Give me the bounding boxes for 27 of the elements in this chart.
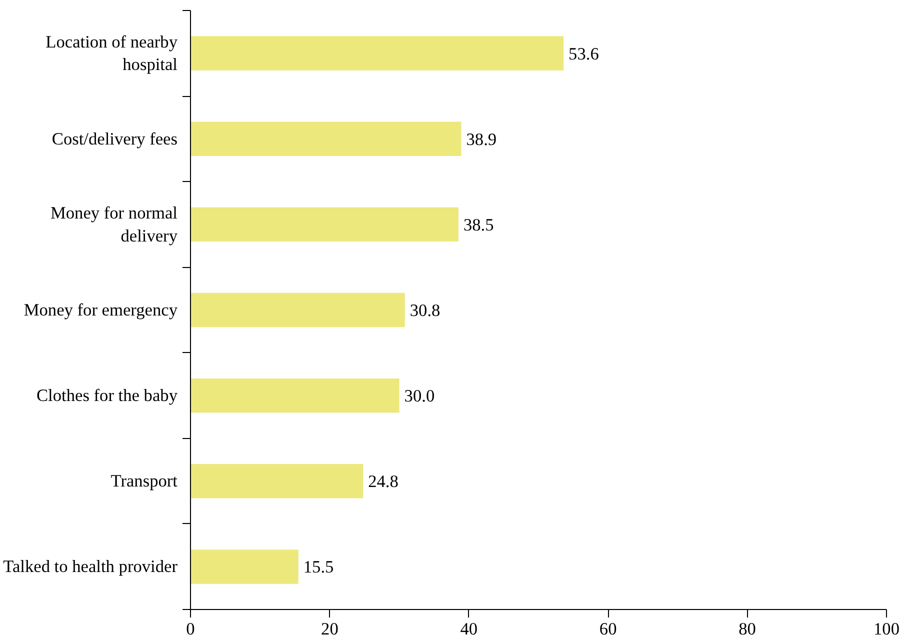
bar — [190, 207, 458, 242]
bar — [190, 292, 405, 328]
data-label: 53.6 — [568, 44, 600, 64]
bar — [190, 378, 400, 413]
x-tick-label: 60 — [599, 620, 617, 637]
data-label: 38.9 — [466, 130, 497, 149]
data-label: 24.8 — [368, 472, 398, 492]
y-tick-label: Money for normal delivery — [50, 204, 178, 246]
x-tick-label: 40 — [460, 620, 478, 637]
y-tick-label: Location of nearby hospital — [46, 32, 178, 74]
y-tick-label: Clothes for the baby — [36, 386, 178, 406]
x-tick-label: 0 — [186, 620, 195, 637]
bar — [190, 36, 564, 70]
data-label: 15.5 — [303, 558, 334, 577]
bar — [190, 122, 462, 156]
y-tick-label: Talked to health provider — [3, 557, 178, 576]
y-tick-label: Cost/delivery fees — [52, 129, 178, 148]
bar — [190, 550, 298, 584]
y-tick-label: Money for emergency — [24, 300, 178, 320]
bar — [190, 464, 364, 498]
data-label: 30.8 — [410, 301, 440, 320]
data-label: 30.0 — [404, 386, 435, 406]
data-label: 38.5 — [463, 215, 494, 234]
x-tick-label: 100 — [874, 620, 900, 637]
x-tick-label: 20 — [321, 620, 338, 637]
y-tick-label: Transport — [110, 472, 178, 491]
x-tick-label: 80 — [738, 620, 756, 637]
